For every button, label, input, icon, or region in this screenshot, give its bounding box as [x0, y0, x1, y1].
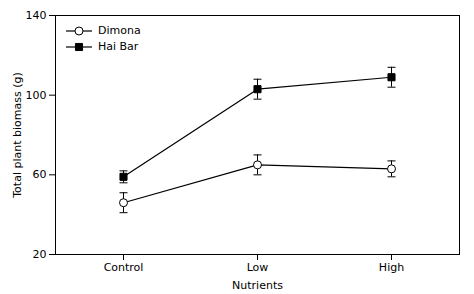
- svg-text:Low: Low: [247, 261, 269, 274]
- svg-text:140: 140: [26, 9, 47, 22]
- svg-text:Total plant biomass (g): Total plant biomass (g): [11, 72, 24, 199]
- html-text:Hai Bar: Hai Bar: [98, 40, 139, 53]
- svg-text:High: High: [379, 261, 404, 274]
- svg-text:Control: Control: [104, 261, 144, 274]
- html-text:Dimona: Dimona: [98, 24, 141, 37]
- svg-text:60: 60: [33, 168, 47, 181]
- svg-text:100: 100: [26, 89, 47, 102]
- svg-text:20: 20: [33, 248, 47, 261]
- svg-text:Nutrients: Nutrients: [232, 279, 283, 292]
